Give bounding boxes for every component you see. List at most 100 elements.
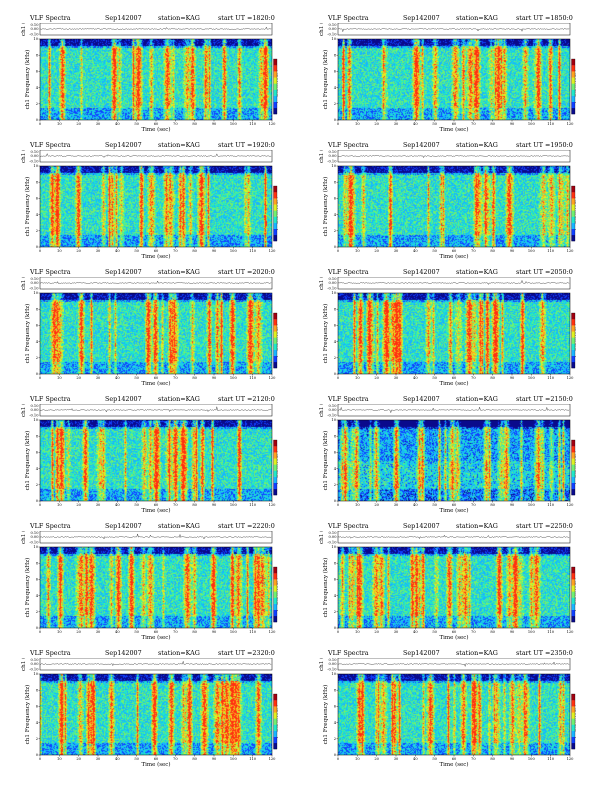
y-axis-label: ch1 Frequency (kHz) [322, 177, 329, 237]
spectrogram-image [40, 674, 272, 755]
x-tick-label: 0 [337, 376, 340, 380]
y-tick-label: 2 [36, 610, 38, 614]
channel-label: ch1 (V) [318, 404, 325, 417]
y-tick-label: 6 [334, 197, 337, 201]
colorbar-label: log(PSD)(V^2/Hz) [277, 704, 278, 738]
panel-header-station: station=KAG [158, 395, 200, 403]
x-tick-label: 10 [57, 249, 62, 253]
channel-tick-label: -0.10 [29, 160, 39, 164]
colorbar-segment [273, 343, 277, 350]
colorbar-frame [571, 439, 576, 496]
spectrogram-image [338, 39, 570, 120]
x-tick-label: 30 [96, 249, 101, 253]
y-axis-label: ch1 Frequency (kHz) [322, 685, 329, 745]
colorbar-segment [571, 361, 575, 369]
y-tick-label: 4 [36, 340, 39, 344]
x-tick-label: 70 [173, 630, 178, 634]
colorbar-segment [571, 325, 575, 332]
x-tick-label: 120 [269, 376, 277, 380]
panel-header-station: station=KAG [456, 141, 498, 149]
x-tick-label: 120 [269, 503, 277, 507]
y-tick-label: 6 [334, 705, 337, 709]
x-tick-label: 20 [374, 376, 379, 380]
channel-tick-label: -0.10 [327, 668, 337, 672]
colorbar-label: log(PSD)(V^2/Hz) [575, 450, 576, 484]
x-tick-label: 90 [212, 122, 217, 126]
x-tick-label: 80 [192, 757, 197, 761]
colorbar-segment [273, 107, 277, 115]
y-tick-label: 10 [331, 164, 336, 168]
y-tick-label: 10 [331, 37, 336, 41]
channel-tick-label: -0.10 [29, 287, 39, 291]
x-tick-label: 10 [355, 376, 360, 380]
colorbar-segment [571, 204, 575, 211]
x-tick-label: 70 [471, 249, 476, 253]
colorbar-segment [571, 585, 575, 592]
channel-tick-label: -0.10 [327, 160, 337, 164]
spectrogram-panel: VLF Spectra Sep142007 station=KAG start UT … [10, 649, 278, 775]
colorbar-segment [571, 222, 575, 229]
x-tick-label: 100 [528, 757, 536, 761]
panel-header-date: Sep142007 [403, 268, 440, 276]
x-tick-label: 120 [269, 122, 277, 126]
channel-tick-label: 0.00 [30, 281, 39, 285]
y-tick-label: 4 [334, 340, 337, 344]
y-tick-label: 2 [334, 610, 336, 614]
channel-label: ch1 (V) [20, 150, 27, 163]
x-tick-label: 120 [269, 757, 277, 761]
colorbar-segment [273, 470, 277, 477]
colorbar-segment [273, 440, 277, 447]
y-tick-label: 4 [36, 467, 39, 471]
x-tick-label: 30 [394, 757, 399, 761]
x-tick-label: 10 [355, 249, 360, 253]
colorbar-segment [571, 216, 575, 223]
y-axis-label: ch1 Frequency (kHz) [322, 50, 329, 110]
y-tick-label: 6 [36, 197, 39, 201]
y-tick-label: 4 [334, 86, 337, 90]
spectrogram-panel: VLF Spectra Sep142007 station=KAG start UT … [10, 14, 278, 140]
panel-header-start: start UT =2350:0 [516, 649, 573, 657]
channel-tick-label: 0.10 [30, 150, 39, 154]
colorbar-segment [571, 597, 575, 604]
x-tick-label: 60 [154, 503, 159, 507]
channel-tick-label: -0.10 [327, 33, 337, 37]
x-tick-label: 70 [471, 757, 476, 761]
x-tick-label: 20 [76, 630, 81, 634]
x-axis-label: Time (sec) [141, 380, 170, 387]
channel-tick-label: 0.00 [328, 281, 337, 285]
panel-header-start: start UT =2250:0 [516, 522, 573, 530]
x-tick-label: 10 [355, 757, 360, 761]
channel-tick-label: 0.10 [328, 277, 337, 281]
panel-header-date: Sep142007 [403, 141, 440, 149]
colorbar-segment [273, 325, 277, 332]
x-axis-label: Time (sec) [141, 126, 170, 133]
colorbar-segment [571, 313, 575, 320]
x-tick-label: 120 [567, 249, 575, 253]
colorbar-segment [571, 579, 575, 586]
channel-tick-label: 0.00 [328, 27, 337, 31]
y-tick-label: 4 [36, 721, 39, 725]
x-tick-label: 80 [192, 376, 197, 380]
x-tick-label: 80 [490, 630, 495, 634]
y-tick-label: 10 [331, 545, 336, 549]
y-axis-label: ch1 Frequency (kHz) [24, 685, 31, 745]
colorbar-frame [273, 58, 278, 115]
y-tick-label: 4 [36, 86, 39, 90]
y-tick-label: 0 [36, 753, 39, 757]
colorbar-segment [571, 107, 575, 115]
x-tick-label: 90 [510, 249, 515, 253]
x-tick-label: 100 [230, 757, 238, 761]
colorbar-segment [571, 101, 575, 109]
colorbar-label: log(PSD)(V^2/Hz) [575, 577, 576, 611]
x-tick-label: 110 [547, 376, 555, 380]
colorbar-segment [273, 228, 277, 236]
x-tick-label: 100 [528, 376, 536, 380]
colorbar-segment [273, 192, 277, 199]
panel-header-date: Sep142007 [105, 141, 142, 149]
channel-label: ch1 (V) [20, 23, 27, 36]
